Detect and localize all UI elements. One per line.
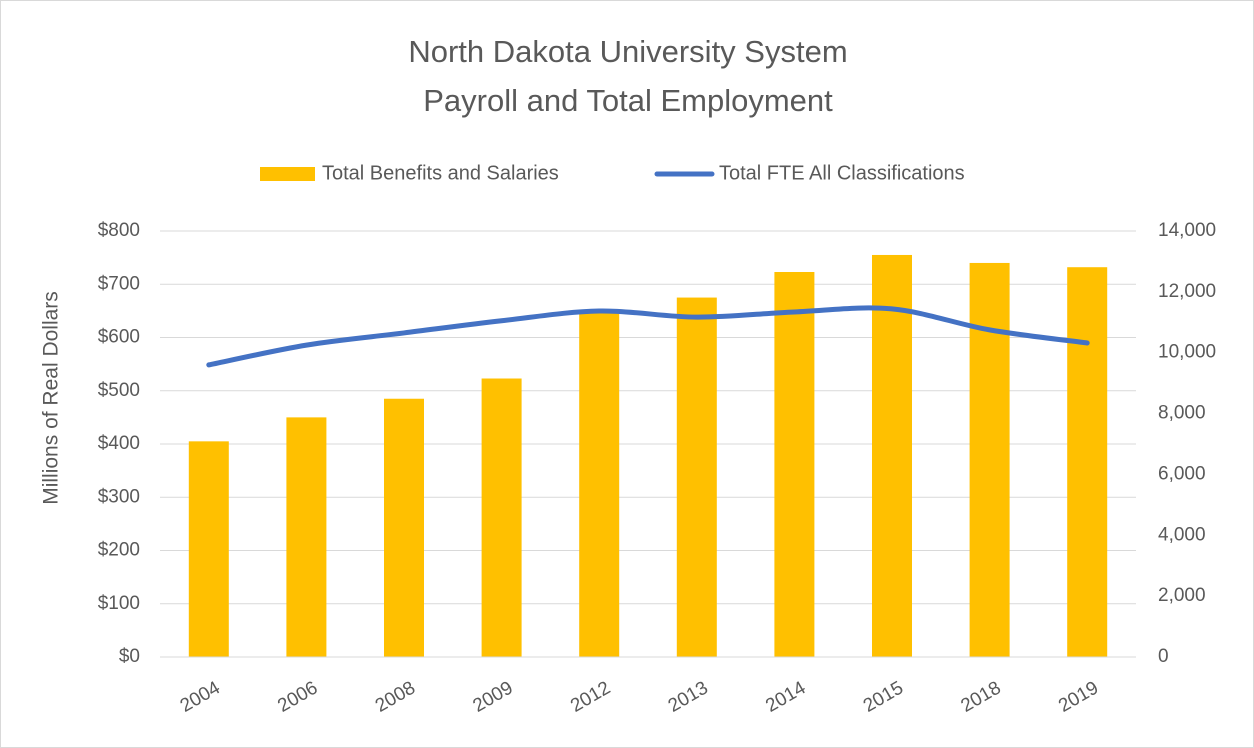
legend-label: Total Benefits and Salaries: [322, 162, 559, 184]
y-tick-label: $0: [119, 646, 140, 667]
y2-tick-label: 10,000: [1158, 342, 1216, 363]
y-tick-label: $100: [98, 593, 140, 614]
bar: [579, 310, 620, 657]
y-tick-label: $700: [98, 273, 140, 294]
legend-swatch: [260, 167, 315, 181]
y-axis-label: Millions of Real Dollars: [40, 291, 63, 505]
y-tick-label: $600: [98, 327, 140, 348]
y-tick-label: $400: [98, 433, 140, 454]
bar: [969, 262, 1010, 657]
bar: [872, 254, 912, 657]
legend-label: Total FTE All Classifications: [719, 162, 965, 184]
bar: [384, 398, 424, 657]
y2-tick-label: 12,000: [1158, 281, 1216, 302]
y-tick-label: $800: [98, 220, 140, 241]
y2-tick-label: 0: [1158, 646, 1169, 667]
bar: [774, 272, 815, 657]
chart-title: North Dakota University System: [408, 34, 847, 69]
y2-tick-label: 8,000: [1158, 403, 1206, 424]
chart-subtitle: Payroll and Total Employment: [423, 83, 833, 118]
y-tick-label: $200: [98, 540, 140, 561]
y-tick-label: $300: [98, 486, 140, 507]
y-tick-label: $500: [98, 380, 140, 401]
y2-tick-label: 4,000: [1158, 524, 1206, 545]
line: [206, 305, 1090, 368]
bar: [481, 378, 522, 657]
y2-tick-label: 6,000: [1158, 463, 1206, 484]
y2-tick-label: 2,000: [1158, 585, 1206, 606]
bar: [676, 297, 717, 657]
bar: [188, 441, 229, 657]
y2-tick-label: 14,000: [1158, 220, 1216, 241]
bar: [286, 417, 327, 657]
bar: [1067, 267, 1108, 657]
